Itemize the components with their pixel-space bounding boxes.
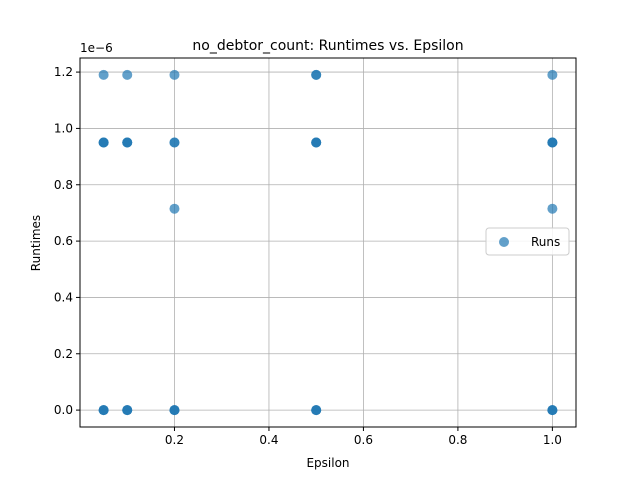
x-axis-label: Epsilon <box>306 456 349 470</box>
chart-title: no_debtor_count: Runtimes vs. Epsilon <box>192 38 463 54</box>
y-tick-label: 0.4 <box>54 290 73 304</box>
x-tick-label: 0.2 <box>165 433 184 447</box>
x-tick-label: 1.0 <box>543 433 562 447</box>
scatter-point <box>311 405 322 416</box>
grid-lines <box>80 58 576 427</box>
scatter-point <box>169 69 180 80</box>
legend-marker-runs <box>499 237 509 247</box>
scatter-point <box>547 69 558 80</box>
y-tick-label: 1.2 <box>54 65 73 79</box>
scatter-point <box>547 137 558 148</box>
y-tick-label: 0.6 <box>54 234 73 248</box>
y-tick-label: 0.2 <box>54 347 73 361</box>
scatter-point <box>547 405 558 416</box>
scatter-point <box>311 137 322 148</box>
y-axis-ticks: 0.0 0.2 0.4 0.6 0.8 1.0 1.2 <box>54 65 80 417</box>
scatter-point <box>122 405 133 416</box>
scatter-point <box>98 405 109 416</box>
scatter-point <box>311 69 322 80</box>
plot-frame <box>79 57 577 428</box>
legend: Runs <box>485 227 570 256</box>
legend-box <box>485 227 570 256</box>
x-tick-label: 0.6 <box>354 433 373 447</box>
scatter-point <box>169 405 180 416</box>
x-tick-label: 0.4 <box>259 433 278 447</box>
scatter-point <box>122 137 133 148</box>
scatter-points <box>98 69 558 416</box>
scatter-point <box>169 203 180 214</box>
y-tick-label: 1.0 <box>54 121 73 135</box>
scatter-point <box>169 137 180 148</box>
y-tick-label: 0.8 <box>54 178 73 192</box>
scatter-point <box>98 137 109 148</box>
y-axis-offset-label: 1e−6 <box>80 41 113 55</box>
scatter-point <box>98 69 109 80</box>
scatter-point <box>122 69 133 80</box>
x-axis-ticks: 0.2 0.4 0.6 0.8 1.0 <box>165 427 562 447</box>
scatter-point <box>547 203 558 214</box>
y-tick-label: 0.0 <box>54 403 73 417</box>
x-tick-label: 0.8 <box>448 433 467 447</box>
y-axis-label: Runtimes <box>29 215 43 271</box>
legend-label-runs: Runs <box>531 235 560 249</box>
